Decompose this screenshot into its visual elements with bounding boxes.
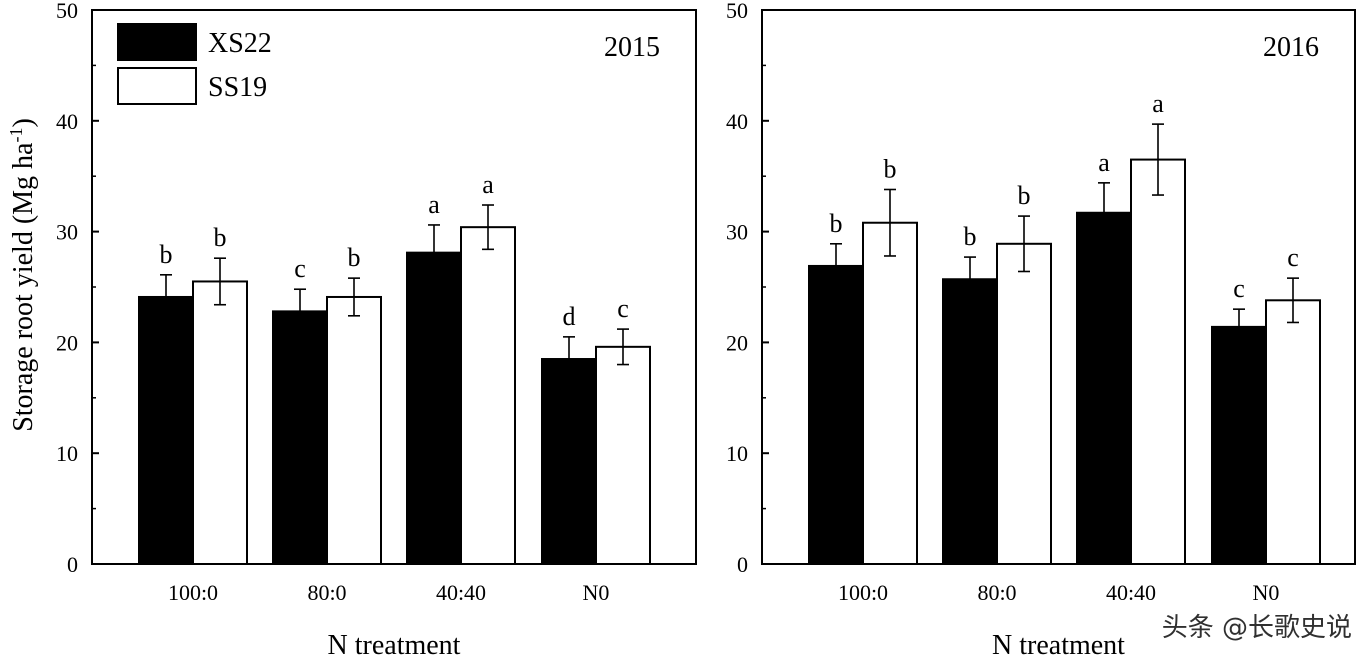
significance-label: c bbox=[294, 254, 306, 283]
bar-SS19-40:40 bbox=[1130, 158, 1186, 566]
chart-panel-2015: 0 10 20 30 40 50 b c a d b b a c 100:0 80:0 40:40 N0 N tre… bbox=[6, 0, 697, 658]
y-tick-label: 10 bbox=[56, 441, 78, 466]
bar-SS19-80:0 bbox=[996, 242, 1052, 565]
bar-XS22-80:0 bbox=[942, 278, 998, 565]
y-tick-label: 0 bbox=[67, 552, 78, 577]
legend-label-XS22: XS22 bbox=[208, 28, 272, 59]
year-label: 2015 bbox=[604, 32, 660, 63]
legend: XS22 SS19 bbox=[117, 23, 272, 105]
legend-swatch-SS19 bbox=[117, 67, 197, 105]
significance-label: b bbox=[830, 209, 843, 238]
significance-label: b bbox=[214, 223, 227, 252]
x-tick-label-100:0: 100:0 bbox=[168, 580, 218, 605]
x-tick-label-N0: N0 bbox=[583, 580, 610, 605]
y-tick-label: 40 bbox=[726, 109, 748, 134]
bar-XS22-100:0 bbox=[138, 295, 194, 565]
bar-XS22-80:0 bbox=[272, 310, 328, 565]
significance-label: a bbox=[1098, 148, 1110, 177]
bar-SS19-40:40 bbox=[460, 226, 516, 565]
significance-label: b bbox=[884, 154, 897, 183]
bar-SS19-N0 bbox=[595, 345, 651, 565]
y-tick-label: 20 bbox=[726, 330, 748, 355]
watermark: 头条 @长歌史说 bbox=[1161, 613, 1352, 643]
x-tick-label-80:0: 80:0 bbox=[977, 580, 1016, 605]
year-label: 2016 bbox=[1263, 32, 1319, 63]
y-tick-label: 50 bbox=[726, 0, 748, 23]
x-tick-label-N0: N0 bbox=[1253, 580, 1280, 605]
bar-SS19-100:0 bbox=[192, 280, 248, 565]
x-tick-label-100:0: 100:0 bbox=[838, 580, 888, 605]
significance-label: d bbox=[563, 302, 576, 331]
bar-XS22-40:40 bbox=[406, 251, 462, 565]
bar-SS19-80:0 bbox=[326, 295, 382, 565]
y-tick-label: 30 bbox=[56, 220, 78, 245]
y-tick-label: 10 bbox=[726, 441, 748, 466]
x-tick-label-40:40: 40:40 bbox=[436, 580, 486, 605]
legend-swatch-XS22 bbox=[117, 23, 197, 61]
bar-XS22-N0 bbox=[1211, 325, 1267, 565]
bar-SS19-N0 bbox=[1265, 299, 1321, 565]
significance-label: b bbox=[348, 243, 361, 272]
chart-panel-2016: 0 10 20 30 40 50 b b a c b b a c 100:0 80:0 40:40 N0 N tre… bbox=[726, 0, 1356, 658]
bar-XS22-N0 bbox=[541, 358, 597, 565]
bar-XS22-40:40 bbox=[1076, 211, 1132, 565]
y-tick-label: 40 bbox=[56, 109, 78, 134]
significance-label: a bbox=[428, 190, 440, 219]
y-tick-label: 50 bbox=[56, 0, 78, 23]
x-axis-title: N treatment bbox=[328, 630, 461, 658]
bar-XS22-100:0 bbox=[808, 264, 864, 565]
significance-label: a bbox=[1152, 89, 1164, 118]
bar-SS19-100:0 bbox=[862, 221, 918, 565]
significance-label: b bbox=[964, 222, 977, 251]
y-tick-label: 20 bbox=[56, 330, 78, 355]
legend-label-SS19: SS19 bbox=[208, 72, 267, 103]
x-axis-title: N treatment bbox=[992, 630, 1125, 658]
significance-label: c bbox=[1287, 243, 1299, 272]
y-axis-title: Storage root yield (Mg ha-1) bbox=[6, 118, 39, 432]
y-tick-label: 0 bbox=[737, 552, 748, 577]
x-tick-label-40:40: 40:40 bbox=[1106, 580, 1156, 605]
significance-label: c bbox=[1233, 274, 1245, 303]
significance-label: a bbox=[482, 170, 494, 199]
y-tick-label: 30 bbox=[726, 220, 748, 245]
x-tick-label-80:0: 80:0 bbox=[307, 580, 346, 605]
significance-label: b bbox=[160, 240, 173, 269]
significance-label: c bbox=[617, 294, 629, 323]
significance-label: b bbox=[1018, 181, 1031, 210]
